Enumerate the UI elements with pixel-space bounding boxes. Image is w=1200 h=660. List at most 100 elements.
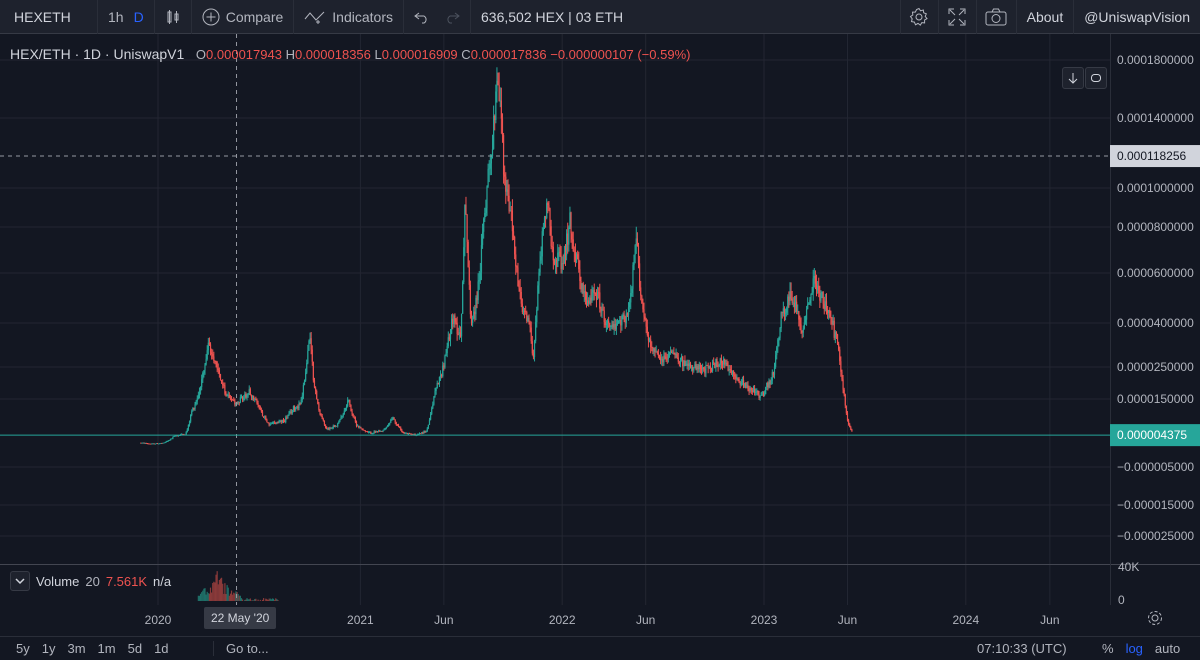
candle-body (698, 364, 700, 370)
candle-body (667, 354, 669, 359)
candle-body (396, 424, 399, 426)
candle-body (531, 341, 533, 354)
candle-body (389, 422, 391, 425)
candle-body (792, 302, 794, 304)
range-5d[interactable]: 5d (127, 641, 143, 656)
interval-d[interactable]: D (133, 8, 144, 25)
candle-body (213, 356, 215, 361)
range-1d[interactable]: 1d (154, 641, 169, 656)
range-3m[interactable]: 3m (67, 641, 86, 656)
y-tick-label: 0.0000400000 (1117, 316, 1194, 330)
candle-body (171, 438, 173, 440)
candle-body (754, 388, 756, 393)
indicators-button[interactable]: Indicators (294, 0, 404, 34)
price-axis[interactable]: 0.0001800000 0.0001400000 0.0001000000 0.00… (1117, 53, 1194, 607)
candle-body (411, 434, 413, 435)
compare-button[interactable]: Compare (192, 0, 295, 34)
candle-body (287, 415, 289, 419)
candle-body (584, 291, 587, 300)
candle-body (302, 384, 305, 396)
candle-body (558, 251, 560, 253)
candle-body (627, 307, 630, 315)
candle-body (829, 310, 831, 317)
legend-symbol: HEX/ETH · 1D · UniswapV1 (10, 46, 185, 62)
clock-timezone[interactable]: 07:10:33 (UTC) (977, 641, 1067, 656)
range-1m[interactable]: 1m (97, 641, 116, 656)
candle-body (731, 371, 734, 374)
account-button[interactable]: @UniswapVision (1073, 0, 1200, 34)
candle-body (738, 378, 740, 383)
candle-body (609, 323, 611, 327)
gear-icon[interactable] (1148, 611, 1162, 625)
candle-body (197, 394, 199, 399)
candle-body (205, 359, 207, 365)
fullscreen-button[interactable] (937, 0, 976, 34)
candle-body (370, 431, 372, 434)
range-1y[interactable]: 1y (41, 641, 56, 656)
bottom-toolbar: 5y 1y 3m 1m 5d 1d Go to... 07:10:33 (UTC… (0, 636, 1200, 660)
snapshot-button[interactable] (975, 0, 1016, 34)
volume-collapse-button[interactable] (10, 571, 30, 591)
candle-body (418, 433, 421, 435)
candle-body (220, 379, 223, 384)
candle-body (327, 427, 329, 430)
percent-scale-toggle[interactable]: % (1102, 641, 1114, 656)
candle-body (338, 421, 340, 424)
volume-bar (201, 592, 203, 601)
redo-icon[interactable] (444, 10, 460, 24)
candle-body (748, 389, 750, 392)
candle-body (638, 263, 641, 288)
symbol-search[interactable]: HEXETH (0, 0, 98, 34)
volume-bar (226, 585, 228, 601)
goto-date-button[interactable]: Go to... (213, 641, 269, 656)
candle-body (475, 297, 477, 315)
candle-body (174, 435, 176, 437)
interval-1h[interactable]: 1h (108, 8, 124, 25)
candle-body (219, 374, 222, 380)
candle-body (258, 404, 260, 407)
candle-body (566, 233, 568, 256)
log-scale-toggle[interactable]: log (1125, 641, 1143, 656)
candle-body (233, 399, 235, 401)
candle-body (465, 204, 467, 215)
scroll-to-realtime-button[interactable] (1062, 67, 1084, 89)
candle-body (276, 422, 278, 424)
toolbar-right: About @UniswapVision (899, 0, 1200, 34)
candle-body (395, 422, 397, 425)
candle-body (849, 424, 851, 428)
position-text: 636,502 HEX | 03 ETH (481, 8, 624, 25)
about-button[interactable]: About (1015, 0, 1074, 34)
candle-body (353, 417, 355, 419)
y-tick-label: 0.0000250000 (1117, 360, 1194, 374)
candle-body (568, 227, 570, 245)
candle-body (629, 302, 631, 308)
candle-body (549, 208, 551, 227)
candle-body (308, 341, 310, 351)
range-5y[interactable]: 5y (16, 641, 30, 656)
candle-body (843, 389, 845, 395)
candle-body (319, 409, 321, 414)
candle-body (802, 328, 804, 333)
auto-scale-toggle[interactable]: auto (1154, 641, 1181, 656)
candle-body (516, 266, 518, 268)
candle-body (269, 423, 271, 426)
candle-body (507, 189, 509, 196)
volume-bar (218, 579, 220, 601)
chart-style-button[interactable] (155, 0, 192, 34)
undo-icon[interactable] (414, 10, 430, 24)
volume-bar (211, 592, 213, 601)
settings-button[interactable] (899, 0, 938, 34)
candle-body (442, 365, 444, 377)
crosshair-price-label: 0.000118256 (1117, 149, 1187, 163)
candle-body (665, 356, 667, 359)
candle-body (543, 217, 546, 228)
candle-body (443, 365, 445, 368)
candle-body (561, 262, 563, 270)
candle-body (563, 253, 565, 264)
reset-chart-button[interactable] (1085, 67, 1107, 89)
candle-body (694, 364, 696, 369)
candle-body (582, 283, 584, 294)
time-axis[interactable]: 2020 2021 Jun 2022 Jun 2023 Jun 2024 Jun (145, 611, 1162, 628)
candle-body (236, 403, 238, 404)
